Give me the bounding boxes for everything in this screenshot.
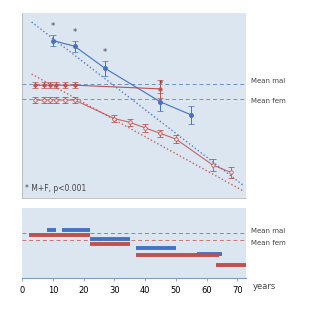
Text: * M+F, p<0.001: * M+F, p<0.001 <box>25 184 86 193</box>
Text: *: * <box>103 48 108 57</box>
Text: Mean fem: Mean fem <box>251 240 286 245</box>
Text: Mean fem: Mean fem <box>251 98 286 104</box>
Text: *: * <box>51 22 55 31</box>
Text: Mean mal: Mean mal <box>251 228 285 234</box>
Text: *: * <box>158 80 163 89</box>
Text: Mean mal: Mean mal <box>251 77 285 84</box>
Text: *: * <box>72 28 77 37</box>
Text: years: years <box>253 282 276 291</box>
